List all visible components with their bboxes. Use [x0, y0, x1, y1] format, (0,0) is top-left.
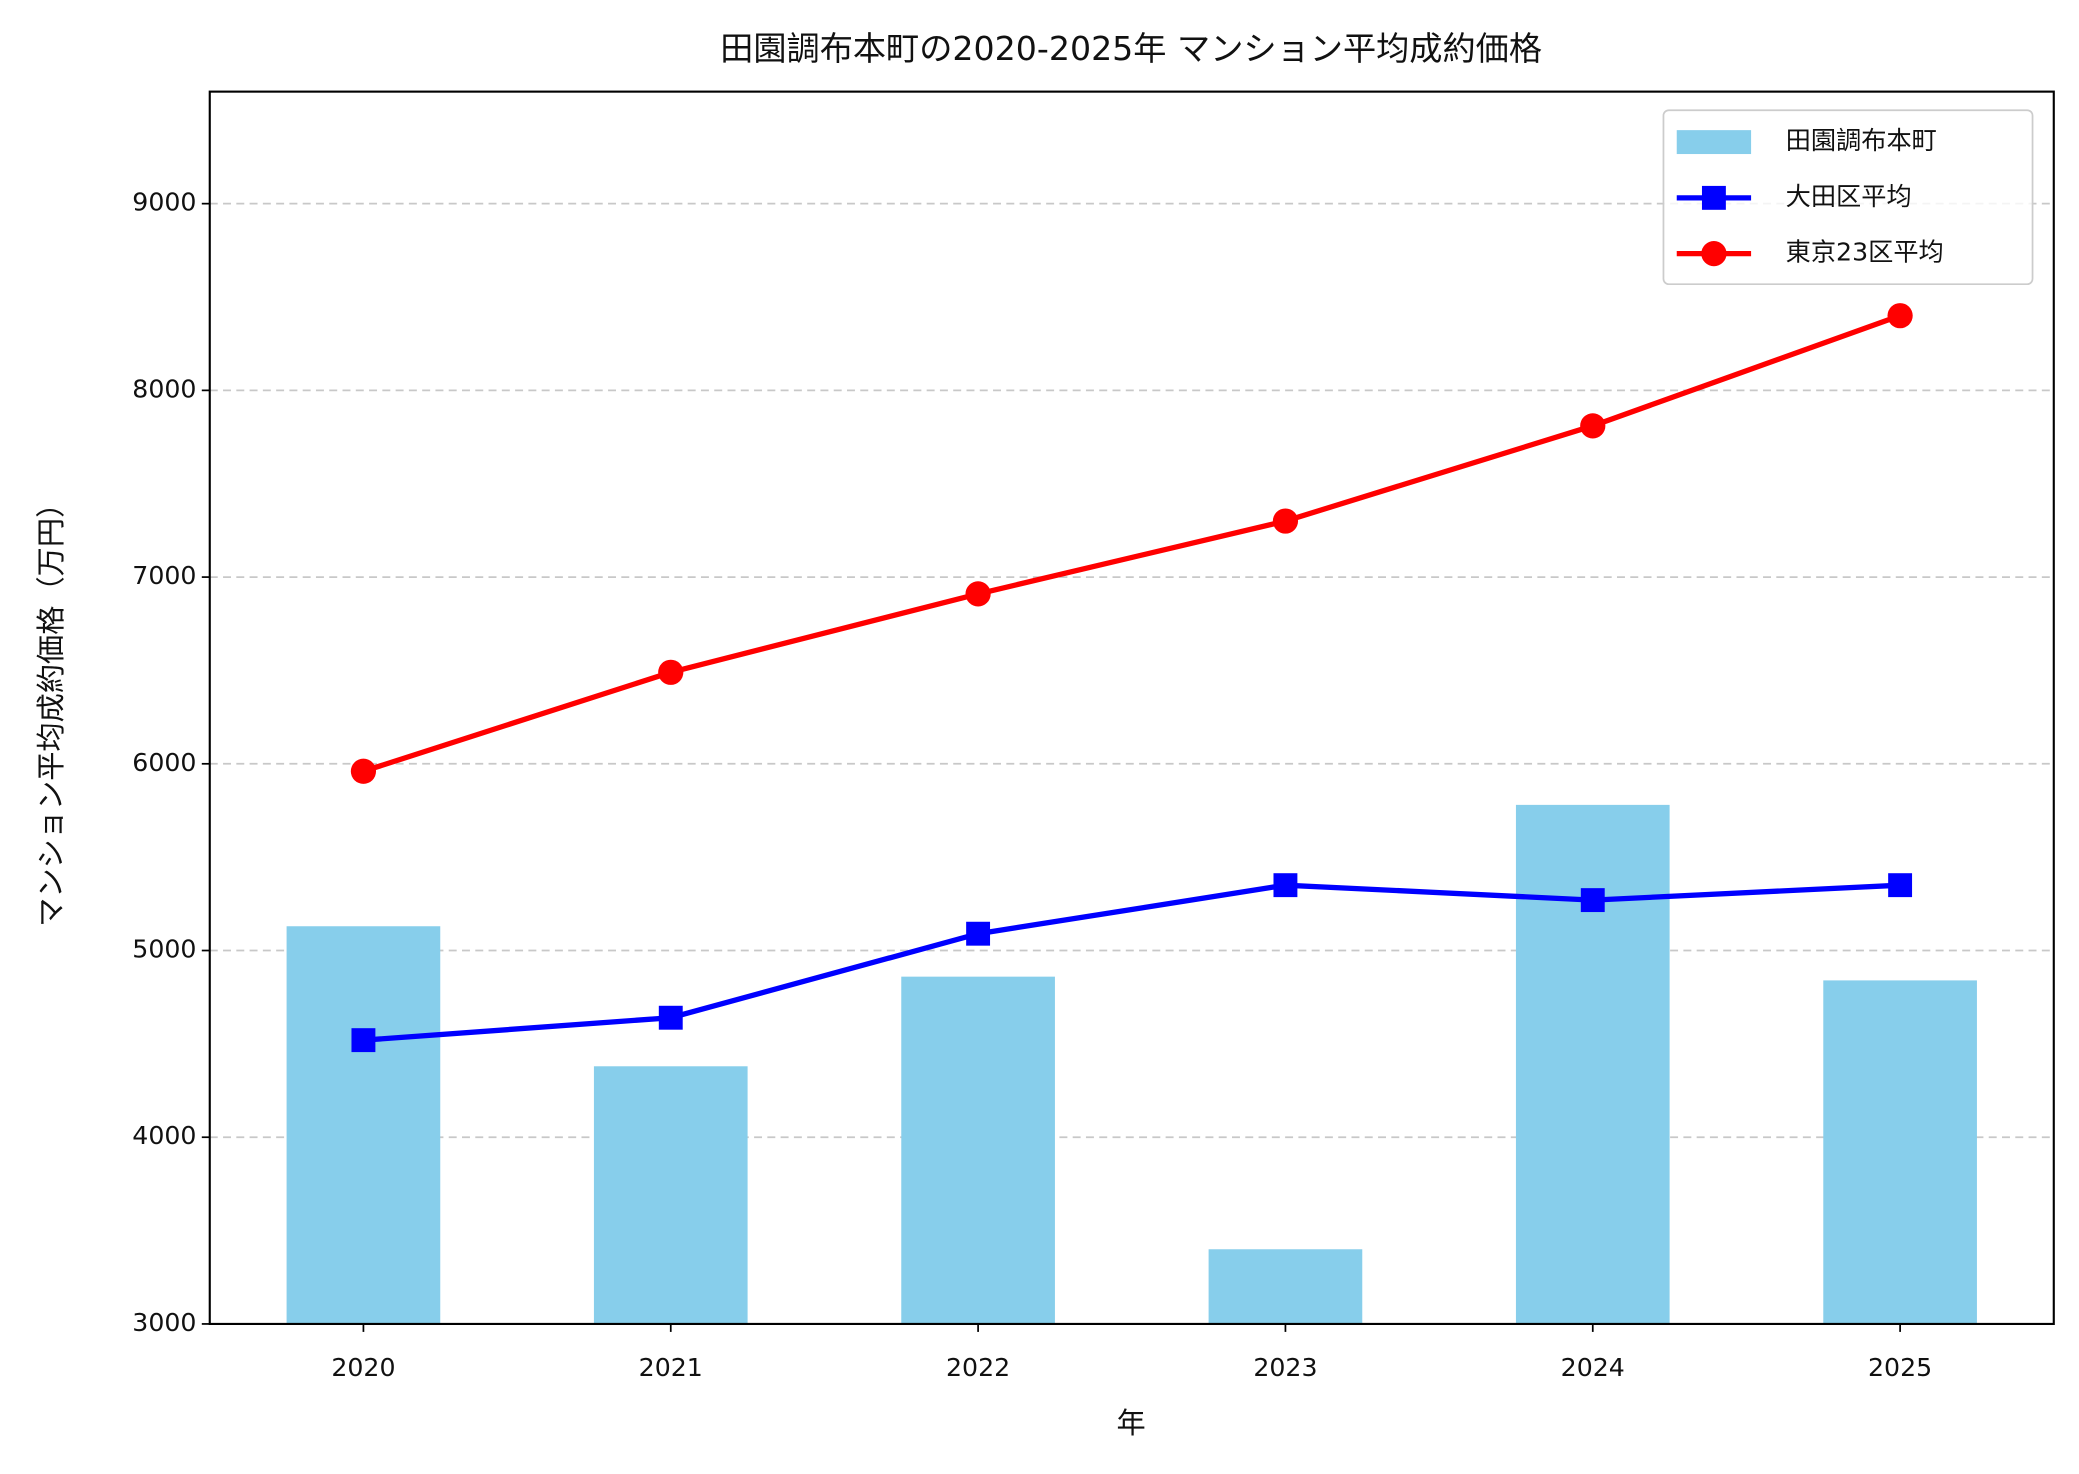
point — [966, 921, 991, 946]
x-tick-label: 2024 — [1561, 1353, 1625, 1382]
x-tick-label: 2021 — [639, 1353, 703, 1382]
y-tick-label: 8000 — [132, 374, 196, 403]
x-tick-label: 2023 — [1253, 1353, 1317, 1382]
point — [1580, 413, 1606, 439]
point — [658, 659, 684, 685]
point — [1887, 303, 1913, 329]
legend-label: 東京23区平均 — [1786, 238, 1944, 267]
plot-frame — [208, 90, 2055, 1326]
line — [363, 882, 1901, 1043]
x-tick-label: 2020 — [331, 1353, 395, 1382]
chart-title: 田園調布本町の2020-2025年 マンション平均成約価格 — [720, 29, 1542, 68]
bar — [901, 976, 1055, 1324]
bar — [593, 1066, 748, 1324]
point — [350, 758, 377, 784]
bar — [1823, 980, 1977, 1324]
y-tick-label: 7000 — [132, 561, 196, 590]
y-tick-label: 4000 — [132, 1121, 196, 1150]
bar — [1208, 1249, 1363, 1324]
point — [658, 1005, 683, 1030]
x-tick-label: 2025 — [1868, 1353, 1932, 1382]
point — [1580, 888, 1605, 913]
bar — [1515, 804, 1670, 1324]
point — [351, 1028, 376, 1053]
legend-frame — [1662, 109, 2034, 286]
point — [1273, 873, 1298, 898]
y-tick-label: 5000 — [132, 935, 196, 964]
y-tick-label: 3000 — [132, 1308, 196, 1337]
y-tick-label: 9000 — [132, 188, 196, 217]
point — [1272, 508, 1299, 534]
y-axis-label: マンション平均成約価格（万円） — [34, 489, 68, 927]
legend-marker — [1701, 241, 1727, 267]
legend-label: 田園調布本町 — [1786, 126, 1937, 155]
line — [362, 313, 1902, 774]
point — [965, 581, 991, 607]
x-axis-label: 年 — [1116, 1406, 1145, 1440]
x-tick-label: 2022 — [946, 1353, 1010, 1382]
y-tick-label: 6000 — [132, 748, 196, 777]
legend-swatch — [1676, 130, 1752, 155]
legend-marker — [1701, 185, 1726, 210]
bar — [286, 926, 441, 1324]
legend-label: 大田区平均 — [1786, 182, 1912, 211]
point — [1888, 873, 1913, 898]
